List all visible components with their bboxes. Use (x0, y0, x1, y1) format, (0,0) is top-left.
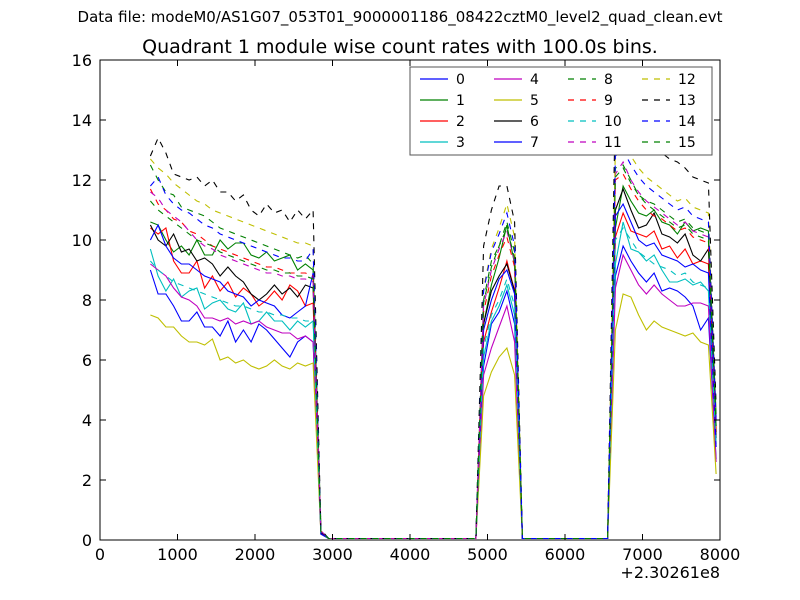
y-tick-label: 0 (82, 531, 92, 550)
series-line-8 (149, 164, 717, 540)
y-tick-label: 6 (82, 351, 92, 370)
legend-box (409, 66, 713, 156)
legend-label-15: 15 (678, 135, 696, 151)
legend-label-3: 3 (456, 135, 465, 151)
y-tick-label: 4 (82, 411, 92, 430)
y-tick-label: 12 (72, 171, 92, 190)
x-tick-label: 1000 (157, 545, 198, 564)
y-tick-label: 8 (82, 291, 92, 310)
series-line-6 (149, 187, 717, 540)
x-tick-label: 4000 (390, 545, 431, 564)
x-tick-label: 2000 (235, 545, 276, 564)
series-line-7 (149, 202, 717, 540)
x-tick-label: 5000 (467, 545, 508, 564)
x-tick-label: 3000 (312, 545, 353, 564)
y-tick-label: 10 (72, 231, 92, 250)
figure-supertitle: Data file: modeM0/AS1G07_053T01_90000011… (77, 8, 723, 26)
x-tick-label: 6000 (545, 545, 586, 564)
legend-label-14: 14 (678, 114, 696, 130)
legend-label-1: 1 (456, 93, 465, 109)
legend-label-13: 13 (678, 93, 696, 109)
x-offset-label: +2.30261e8 (620, 563, 720, 582)
series-line-5 (150, 293, 717, 540)
legend-label-0: 0 (456, 72, 465, 88)
series-layer (149, 98, 717, 540)
x-tick-label: 7000 (622, 545, 663, 564)
x-tick-label: 0 (95, 545, 105, 564)
legend-label-6: 6 (530, 114, 539, 130)
y-tick-label: 2 (82, 471, 92, 490)
legend-label-5: 5 (530, 93, 539, 109)
legend-label-11: 11 (604, 135, 622, 151)
chart-title: Quadrant 1 module wise count rates with … (142, 36, 658, 58)
ticks-layer: 0 1000 2000 3000 4000 5000 6000 7000 80000246810… (72, 51, 741, 564)
y-tick-label: 16 (72, 51, 92, 70)
legend-label-9: 9 (604, 93, 613, 109)
series-line-14 (149, 149, 717, 540)
series-line-11 (150, 160, 717, 540)
y-tick-label: 14 (72, 111, 92, 130)
legend-label-7: 7 (530, 135, 539, 151)
legend-label-10: 10 (604, 114, 622, 130)
legend-label-2: 2 (456, 114, 465, 130)
legend-label-8: 8 (604, 72, 613, 88)
series-line-9 (149, 173, 717, 540)
legend-label-4: 4 (530, 72, 539, 88)
series-line-10 (149, 226, 717, 540)
series-line-0 (149, 244, 717, 540)
x-tick-label: 8000 (700, 545, 741, 564)
legend-label-12: 12 (678, 72, 696, 88)
series-line-15 (149, 167, 717, 540)
series-line-13 (149, 98, 717, 540)
